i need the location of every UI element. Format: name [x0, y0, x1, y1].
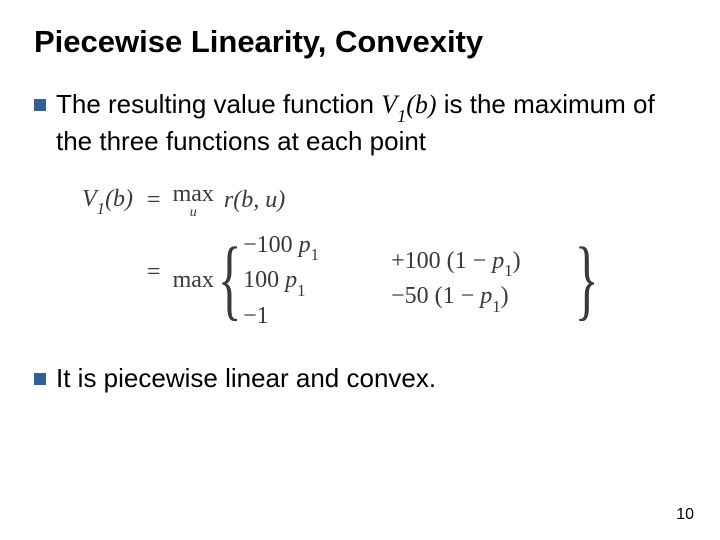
bullet-square-icon — [34, 99, 46, 111]
case-r1c2: +100 (1 − p1) — [391, 245, 571, 280]
max-subscript: u — [190, 206, 197, 220]
case-r1c1: −100 p1 — [243, 229, 373, 264]
bullet-2: It is piecewise linear and convex. — [34, 362, 686, 395]
cases-column-2: +100 (1 − p1) −50 (1 − p1) — [391, 245, 571, 316]
math-eq-1: = — [147, 186, 161, 215]
bullet-1-text: The resulting value function V1(b) is th… — [56, 88, 686, 159]
math-rhs-line1: max u r(b, u) — [173, 179, 601, 223]
math-lhs-v1b: V1(b) = — [82, 179, 161, 223]
max-operator-2: max — [173, 267, 214, 294]
math-eq-2: = — [147, 258, 161, 287]
math-block: V1(b) = = max u r(b, u) max { −100 p1 10… — [82, 179, 686, 332]
max-operator-1: max u — [173, 182, 214, 220]
max-text: max — [173, 182, 214, 206]
value-function-symbol: V1(b) — [381, 90, 436, 119]
math-lhs-column: V1(b) = = — [82, 179, 173, 323]
slide-title: Piecewise Linearity, Convexity — [34, 24, 686, 60]
math-lhs-symbol: V1(b) — [82, 185, 133, 217]
left-brace-icon: { — [218, 235, 242, 325]
math-rhs-column: max u r(b, u) max { −100 p1 100 p1 −1 +1… — [173, 179, 601, 332]
page-number: 10 — [676, 506, 694, 524]
math-lhs-empty: = — [82, 223, 161, 323]
bullet-1-pre: The resulting value function — [56, 89, 381, 119]
math-rhs-line2: max { −100 p1 100 p1 −1 +100 (1 − p1) −5… — [173, 229, 601, 332]
math-r-of-bu: r(b, u) — [224, 187, 285, 214]
cases-column-1: −100 p1 100 p1 −1 — [243, 229, 373, 332]
bullet-1: The resulting value function V1(b) is th… — [34, 88, 686, 159]
case-r3c1: −1 — [243, 300, 373, 332]
case-r2c2: −50 (1 − p1) — [391, 280, 571, 315]
bullet-square-icon — [34, 373, 46, 385]
right-brace-icon: } — [575, 235, 599, 325]
case-r2c1: 100 p1 — [243, 264, 373, 299]
slide: Piecewise Linearity, Convexity The resul… — [0, 0, 720, 540]
bullet-2-text: It is piecewise linear and convex. — [56, 362, 686, 395]
